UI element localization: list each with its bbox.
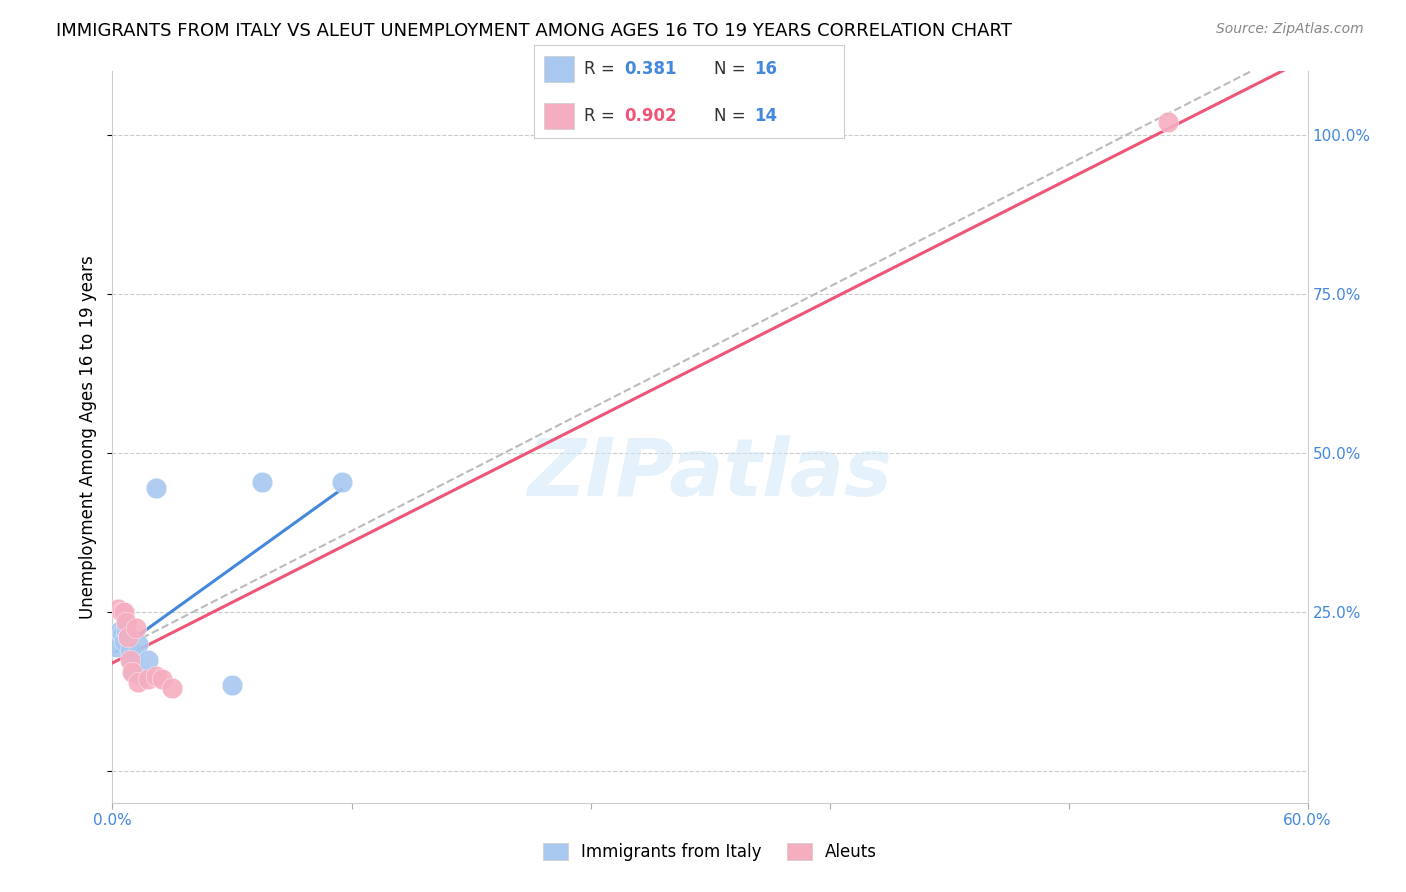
Point bbox=[150, 672, 173, 686]
Point bbox=[124, 665, 146, 680]
Point bbox=[115, 615, 138, 629]
Text: 16: 16 bbox=[754, 60, 778, 78]
Point bbox=[114, 605, 135, 619]
Legend: Immigrants from Italy, Aleuts: Immigrants from Italy, Aleuts bbox=[536, 836, 884, 868]
Point bbox=[107, 602, 129, 616]
Point bbox=[115, 624, 138, 638]
Point bbox=[131, 668, 153, 682]
Point bbox=[1157, 115, 1180, 129]
Point bbox=[120, 643, 142, 657]
Text: R =: R = bbox=[583, 107, 620, 125]
Text: Source: ZipAtlas.com: Source: ZipAtlas.com bbox=[1216, 22, 1364, 37]
Point bbox=[221, 678, 243, 692]
Point bbox=[250, 475, 273, 489]
Point bbox=[121, 653, 143, 667]
Point bbox=[110, 624, 132, 638]
Point bbox=[111, 627, 134, 641]
Text: N =: N = bbox=[714, 60, 751, 78]
Point bbox=[145, 481, 167, 495]
Text: 0.902: 0.902 bbox=[624, 107, 676, 125]
Point bbox=[330, 475, 353, 489]
FancyBboxPatch shape bbox=[544, 103, 575, 129]
Point bbox=[111, 605, 134, 619]
Point bbox=[162, 681, 183, 696]
Point bbox=[125, 621, 148, 635]
Point bbox=[117, 631, 139, 645]
Text: 14: 14 bbox=[754, 107, 778, 125]
Point bbox=[127, 675, 149, 690]
Y-axis label: Unemployment Among Ages 16 to 19 years: Unemployment Among Ages 16 to 19 years bbox=[79, 255, 97, 619]
Point bbox=[105, 640, 128, 654]
Text: R =: R = bbox=[583, 60, 620, 78]
Text: 0.381: 0.381 bbox=[624, 60, 676, 78]
Point bbox=[117, 631, 139, 645]
Point bbox=[121, 665, 143, 680]
Point bbox=[145, 668, 167, 682]
Text: N =: N = bbox=[714, 107, 751, 125]
FancyBboxPatch shape bbox=[544, 56, 575, 82]
Point bbox=[120, 653, 142, 667]
Point bbox=[138, 672, 160, 686]
Text: IMMIGRANTS FROM ITALY VS ALEUT UNEMPLOYMENT AMONG AGES 16 TO 19 YEARS CORRELATIO: IMMIGRANTS FROM ITALY VS ALEUT UNEMPLOYM… bbox=[56, 22, 1012, 40]
Point bbox=[138, 653, 160, 667]
Point bbox=[127, 637, 149, 651]
Text: ZIPatlas: ZIPatlas bbox=[527, 434, 893, 513]
Point bbox=[114, 633, 135, 648]
